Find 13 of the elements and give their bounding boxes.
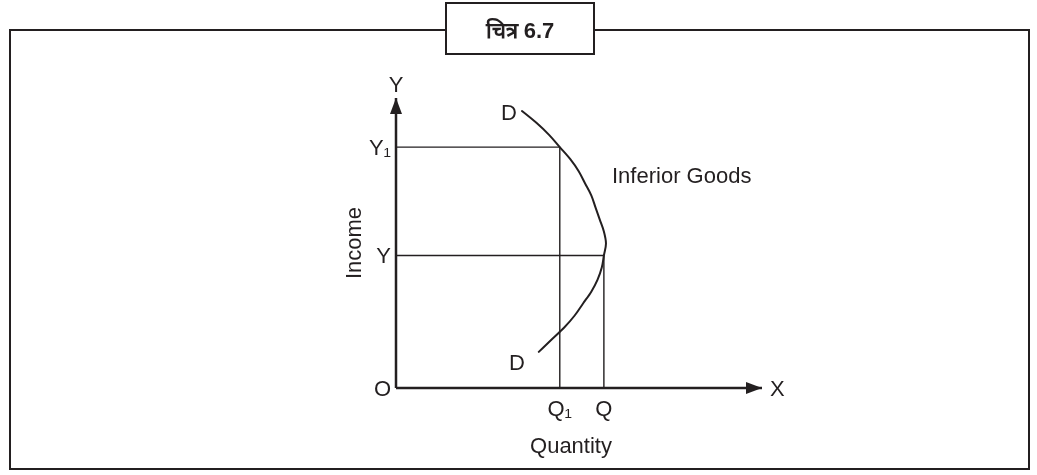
chart-title: चित्र 6.7: [485, 16, 555, 44]
x-axis-title: Quantity: [530, 432, 612, 458]
y-tick-label: Y: [376, 243, 392, 269]
text: X: [770, 375, 785, 401]
title-box: चित्र 6.7: [445, 2, 595, 55]
annotation: Q₁: [547, 395, 573, 421]
y-tick-label: Y₁: [368, 134, 391, 160]
annotation: Q: [595, 395, 613, 421]
y-tick-label: O: [373, 375, 391, 401]
y-axis-title: Income: [340, 206, 366, 280]
text: Inferior Goods: [612, 162, 752, 188]
annotation: D: [501, 99, 517, 125]
annotation: D: [509, 349, 525, 375]
